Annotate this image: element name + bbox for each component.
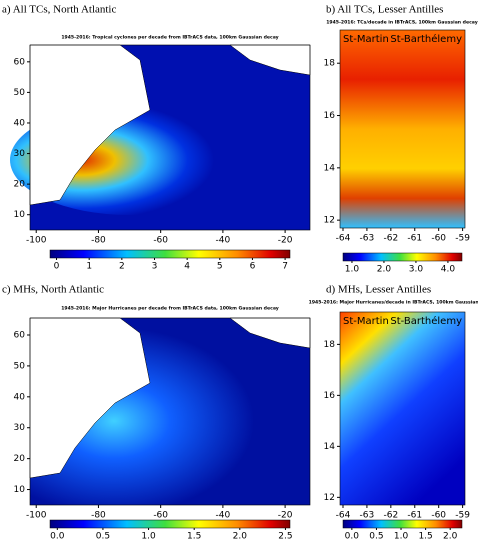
colorbar xyxy=(49,519,291,529)
x-tick-label: -60 xyxy=(431,234,446,244)
colorbar-tick-label: 0.0 xyxy=(50,532,65,542)
x-tick-label: -20 xyxy=(278,511,293,521)
y-tick-label: 16 xyxy=(324,111,336,121)
x-tick-label: -60 xyxy=(431,511,446,521)
panel-subtitle: 1945-2016: Major Hurricanes/decade in IB… xyxy=(309,300,478,306)
panel-subtitle: 1945-2016: Major Hurricanes per decade f… xyxy=(61,306,279,312)
y-tick-label: 30 xyxy=(14,423,26,433)
y-tick-label: 18 xyxy=(324,59,336,69)
colorbar-tick-label: 2.5 xyxy=(278,532,292,542)
x-tick-label: -60 xyxy=(153,236,168,246)
x-tick-label: -64 xyxy=(336,234,351,244)
x-tick-label: -40 xyxy=(216,511,231,521)
colorbar-tick-label: 1.0 xyxy=(394,532,409,542)
x-tick-label: -61 xyxy=(407,234,422,244)
colorbar-tick-label: 1.5 xyxy=(418,532,432,542)
x-tick-label: -64 xyxy=(336,511,351,521)
x-tick-label: -61 xyxy=(407,511,422,521)
x-tick-label: -80 xyxy=(91,511,106,521)
x-tick-label: -60 xyxy=(153,511,168,521)
map-a-field xyxy=(10,44,311,230)
map-b-field xyxy=(340,30,465,228)
colorbar xyxy=(49,249,291,259)
map-d-field xyxy=(340,312,465,505)
colorbar-tick-label: 7 xyxy=(282,262,288,272)
place-label: St-Martin xyxy=(343,34,389,45)
y-tick-label: 50 xyxy=(14,88,26,98)
panel-title: c) MHs, North Atlantic xyxy=(2,284,104,296)
x-tick-label: -40 xyxy=(216,236,231,246)
x-tick-label: -100 xyxy=(26,236,47,246)
colorbar-tick-label: 4 xyxy=(184,262,190,272)
colorbar-tick-label: 0.5 xyxy=(369,532,383,542)
x-tick-label: -59 xyxy=(455,511,470,521)
panel-title: a) All TCs, North Atlantic xyxy=(2,4,116,16)
colorbar-tick-label: 0.0 xyxy=(345,532,360,542)
y-tick-label: 60 xyxy=(14,331,26,341)
x-tick-label: -59 xyxy=(455,234,470,244)
colorbar-tick-label: 2.0 xyxy=(377,265,392,275)
place-label: St-Barthélemy xyxy=(390,315,462,327)
x-tick-label: -62 xyxy=(383,234,398,244)
colorbar-tick-label: 4.0 xyxy=(441,265,456,275)
place-label: St-Barthélemy xyxy=(390,33,462,45)
y-tick-label: 30 xyxy=(14,149,26,159)
panel-subtitle: 1945-2016: TCs/decade in IBTrACS, 100km … xyxy=(326,20,478,26)
x-tick-label: -100 xyxy=(26,511,47,521)
colorbar-tick-label: 1.0 xyxy=(141,532,156,542)
map-frame xyxy=(29,44,311,231)
y-tick-label: 10 xyxy=(14,485,26,495)
panel-subtitle: 1945-2016: Tropical cyclones per decade … xyxy=(61,35,278,41)
y-tick-label: 10 xyxy=(14,210,26,220)
y-tick-label: 20 xyxy=(14,180,26,190)
colorbar-tick-label: 5 xyxy=(217,262,223,272)
y-tick-label: 12 xyxy=(324,216,335,226)
colorbar xyxy=(342,519,463,529)
colorbar-tick-label: 6 xyxy=(250,262,256,272)
map-frame xyxy=(29,317,311,506)
y-tick-label: 14 xyxy=(324,442,336,452)
place-label: St-Martin xyxy=(343,316,389,327)
map-frame xyxy=(339,29,466,229)
colorbar-tick-label: 0.5 xyxy=(96,532,110,542)
colorbar-tick-label: 3 xyxy=(152,262,158,272)
map-c-field xyxy=(29,317,311,505)
panel-title: d) MHs, Lesser Antilles xyxy=(326,284,431,296)
y-tick-label: 14 xyxy=(324,163,336,173)
colorbar-tick-label: 2.0 xyxy=(443,532,458,542)
colorbar-tick-label: 1.0 xyxy=(345,265,360,275)
x-tick-label: -63 xyxy=(360,234,375,244)
colorbar xyxy=(342,252,463,262)
colorbar-tick-label: 0 xyxy=(54,262,60,272)
colorbar-tick-label: 2 xyxy=(119,262,125,272)
x-tick-label: -20 xyxy=(278,236,293,246)
y-tick-label: 40 xyxy=(14,118,26,128)
colorbar-tick-label: 1 xyxy=(86,262,92,272)
y-tick-label: 12 xyxy=(324,493,335,503)
colorbar-tick-label: 3.0 xyxy=(409,265,424,275)
y-tick-label: 40 xyxy=(14,392,26,402)
colorbar-tick-label: 1.5 xyxy=(187,532,201,542)
x-tick-label: -62 xyxy=(383,511,398,521)
panel-title: b) All TCs, Lesser Antilles xyxy=(326,4,443,16)
x-tick-label: -80 xyxy=(91,236,106,246)
y-tick-label: 18 xyxy=(324,340,336,350)
y-tick-label: 60 xyxy=(14,57,26,67)
x-tick-label: -63 xyxy=(360,511,375,521)
y-tick-label: 50 xyxy=(14,361,26,371)
y-tick-label: 16 xyxy=(324,391,336,401)
map-frame xyxy=(339,311,466,506)
y-tick-label: 20 xyxy=(14,454,26,464)
colorbar-tick-label: 2.0 xyxy=(233,532,248,542)
